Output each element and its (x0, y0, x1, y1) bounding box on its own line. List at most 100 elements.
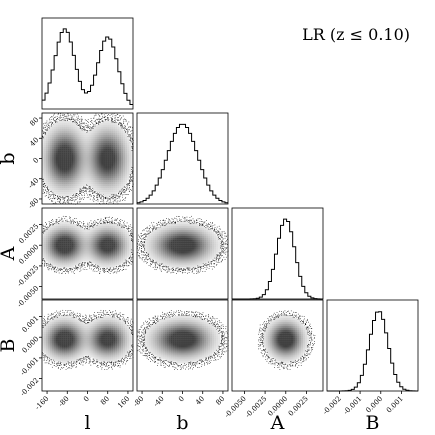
sample-point (87, 264, 89, 266)
density-cell (188, 223, 191, 226)
density-cell (51, 182, 55, 185)
density-cell (119, 168, 122, 171)
sample-point (121, 125, 123, 126)
sample-point (79, 263, 81, 265)
sample-point (42, 136, 44, 138)
density-cell (61, 223, 64, 226)
density-cell (127, 140, 130, 143)
density-cell (95, 156, 98, 159)
sample-point (45, 185, 46, 186)
density-cell (61, 265, 64, 268)
density-cell (93, 136, 96, 139)
density-cell (43, 150, 47, 153)
density-cell (69, 168, 72, 171)
density-cell (59, 136, 62, 139)
density-cell (202, 241, 205, 244)
density-cell (97, 223, 100, 226)
density-cell (59, 122, 62, 126)
density-cell (109, 156, 112, 159)
sample-point (126, 184, 128, 186)
density-cell (109, 259, 112, 262)
density-cell (59, 188, 62, 191)
sample-point (131, 171, 133, 173)
density-cell (67, 138, 70, 141)
density-cell (146, 235, 150, 238)
density-cell (115, 225, 118, 228)
density-cell (87, 182, 90, 185)
density-cell (85, 259, 88, 262)
sample-point (68, 118, 70, 120)
density-cell (45, 132, 49, 135)
density-cell (109, 134, 112, 137)
density-cell (121, 152, 124, 155)
sample-point (126, 186, 128, 188)
density-cell (131, 158, 134, 161)
density-cell (93, 134, 96, 137)
sample-point (42, 181, 44, 182)
density-cell (79, 233, 82, 236)
sample-point (125, 261, 127, 263)
density-cell (47, 261, 51, 264)
density-cell (53, 235, 56, 238)
sample-point (117, 195, 118, 197)
density-cell (53, 263, 56, 266)
density-cell (107, 188, 110, 191)
density-cell (158, 233, 161, 236)
density-cell (115, 257, 118, 260)
density-cell (47, 128, 51, 131)
density-cell (131, 156, 134, 159)
density-cell (95, 130, 98, 133)
sample-point (100, 220, 101, 222)
density-cell (172, 259, 175, 262)
sample-point (100, 113, 102, 115)
density-cell (111, 144, 114, 147)
density-cell (69, 136, 72, 139)
density-cell (103, 168, 106, 171)
sample-point (51, 124, 52, 125)
density-cell (79, 158, 82, 161)
sample-point (50, 265, 52, 267)
density-cell (180, 257, 183, 260)
sample-point (74, 218, 75, 219)
sample-point (43, 225, 44, 227)
density-cell (174, 259, 177, 262)
density-cell (61, 154, 64, 157)
density-cell (43, 178, 47, 181)
sample-point (86, 188, 88, 190)
density-cell (113, 142, 116, 145)
sample-point (59, 120, 61, 122)
density-cell (81, 130, 84, 133)
density-cell (99, 255, 102, 258)
density-cell (188, 231, 191, 234)
sample-point (103, 222, 104, 223)
sample-point (60, 199, 61, 201)
density-cell (45, 140, 49, 143)
density-cell (77, 158, 80, 161)
sample-point (76, 224, 78, 226)
density-cell (176, 247, 179, 250)
sample-point (70, 219, 71, 221)
density-cell (61, 122, 64, 126)
density-cell (91, 186, 94, 189)
density-cell (109, 164, 112, 167)
density-cell (63, 154, 66, 157)
density-cell (174, 225, 177, 228)
density-cell (150, 257, 153, 260)
density-cell (53, 122, 56, 126)
sample-point (200, 267, 201, 269)
density-cell (49, 249, 53, 252)
density-cell (202, 231, 205, 234)
density-cell (109, 239, 112, 242)
density-cell (89, 158, 92, 161)
density-cell (95, 227, 98, 230)
density-cell (65, 257, 68, 260)
sample-point (121, 189, 123, 191)
density-cell (81, 136, 84, 139)
density-cell (47, 239, 51, 242)
density-cell (123, 166, 126, 169)
sample-point (115, 115, 117, 117)
density-cell (97, 251, 100, 254)
sample-point (142, 235, 143, 236)
sample-point (83, 129, 84, 130)
sample-point (48, 197, 50, 198)
